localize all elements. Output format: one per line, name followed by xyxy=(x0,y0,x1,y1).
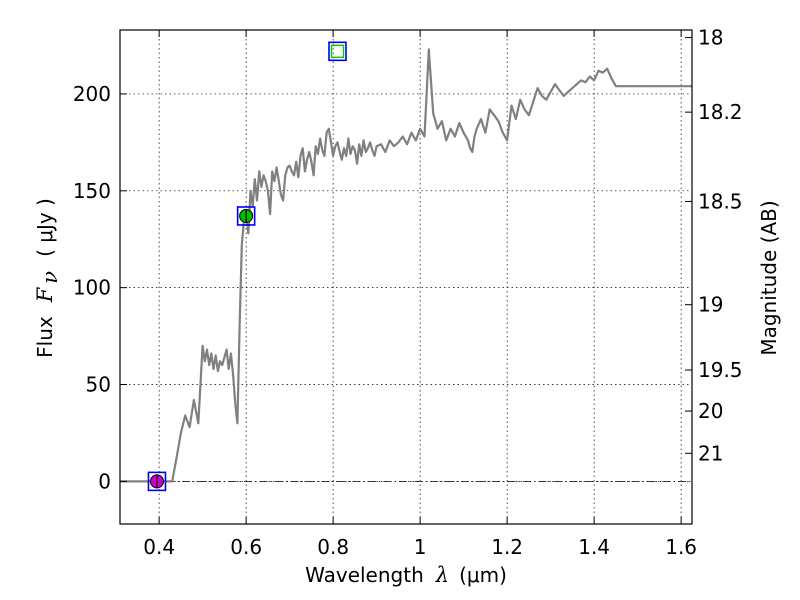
point-marker-2 xyxy=(330,44,345,59)
y2-axis-title: Magnitude (AB) xyxy=(757,200,781,355)
x-axis-title: Wavelength λ (μm) xyxy=(305,563,507,587)
y-tick-label: 100 xyxy=(73,276,111,300)
mag-tick-label: 18.5 xyxy=(698,189,743,213)
mag-tick-label: 19.5 xyxy=(698,358,743,382)
x-tick-label: 1.4 xyxy=(578,535,610,559)
y-tick-label: 200 xyxy=(73,82,111,106)
points-layer xyxy=(147,41,347,492)
grid-layer xyxy=(120,30,692,524)
mag-tick-label: 21 xyxy=(698,441,723,465)
x-tick-label: 1 xyxy=(414,535,427,559)
mag-tick-label: 20 xyxy=(698,399,723,423)
x-tick-label: 1.6 xyxy=(665,535,697,559)
spectrum-line xyxy=(120,48,692,483)
plot-frame xyxy=(119,29,693,525)
point-square-0 xyxy=(147,471,167,492)
point-square-2 xyxy=(328,41,347,62)
x-tick-label: 0.6 xyxy=(230,535,262,559)
x-tick-label: 1.2 xyxy=(491,535,523,559)
y-tick-label: 50 xyxy=(86,373,111,397)
y-tick-label: 150 xyxy=(73,179,111,203)
x-tick-label: 0.4 xyxy=(143,535,175,559)
point-square-1 xyxy=(236,206,256,226)
mag-tick-label: 18 xyxy=(698,26,723,50)
mag-tick-label: 19 xyxy=(698,293,723,317)
mag-tick-label: 18.2 xyxy=(698,100,743,124)
ticks-layer: 0.4 0.6 0.8 1 1.2 1.4 1.6 0 50 100 150 200 18 18.2 18.… xyxy=(73,26,743,559)
y-tick-label: 0 xyxy=(98,469,111,493)
x-tick-label: 0.8 xyxy=(317,535,349,559)
y-axis-title: Flux F ν ( μJy ) xyxy=(33,198,62,358)
